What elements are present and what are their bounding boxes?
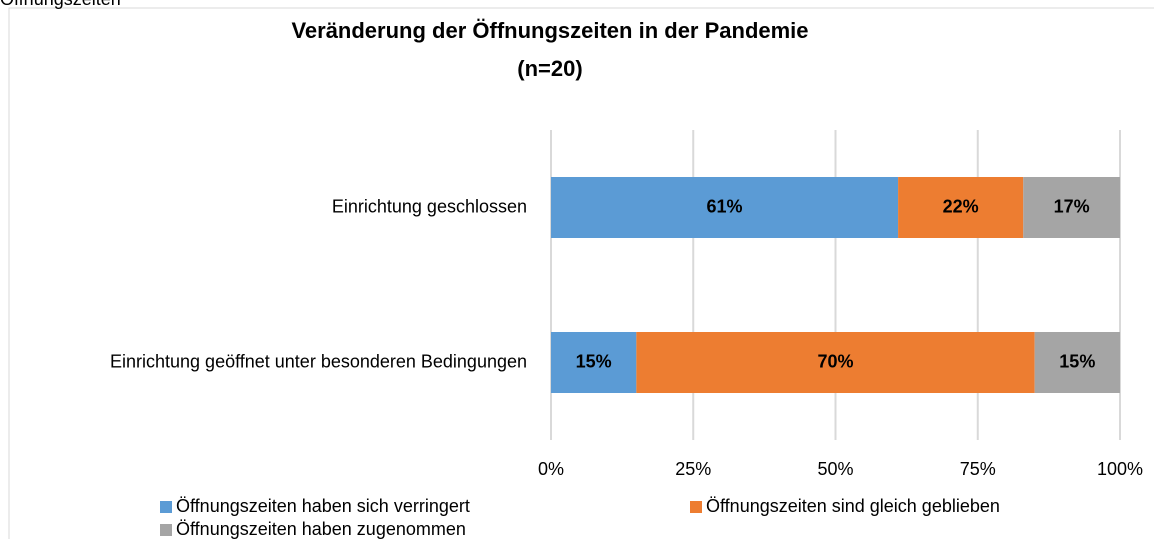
data-label: 61%: [707, 196, 743, 216]
caption: Öffnungszeiten: [0, 0, 121, 9]
x-tick-label: 50%: [817, 459, 853, 479]
bar: [551, 332, 637, 393]
legend-label: Öffnungszeiten haben zugenommen: [176, 519, 466, 539]
chart-subtitle: (n=20): [517, 56, 582, 81]
bar: [898, 177, 1024, 238]
chart-frame: [8, 7, 1154, 539]
data-label: 70%: [817, 351, 853, 371]
data-label: 15%: [1059, 351, 1095, 371]
legend-swatch: [690, 501, 702, 513]
bar: [1034, 332, 1120, 393]
y-tick-label: Einrichtung geschlossen: [332, 196, 527, 216]
y-tick-label: Einrichtung geöffnet unter besonderen Be…: [110, 351, 527, 371]
legend-swatch: [160, 501, 172, 513]
data-label: 22%: [943, 196, 979, 216]
bar: [636, 332, 1035, 393]
legend-label: Öffnungszeiten haben sich verringert: [176, 496, 470, 516]
legend-label: Öffnungszeiten sind gleich geblieben: [706, 496, 1000, 516]
x-tick-label: 0%: [538, 459, 564, 479]
x-tick-label: 25%: [675, 459, 711, 479]
data-label: 17%: [1054, 196, 1090, 216]
x-tick-label: 75%: [960, 459, 996, 479]
bar: [551, 177, 899, 238]
legend-swatch: [160, 524, 172, 536]
bar: [1023, 177, 1120, 238]
chart-title: Veränderung der Öffnungszeiten in der Pa…: [291, 18, 808, 43]
data-label: 15%: [576, 351, 612, 371]
x-tick-label: 100%: [1097, 459, 1143, 479]
